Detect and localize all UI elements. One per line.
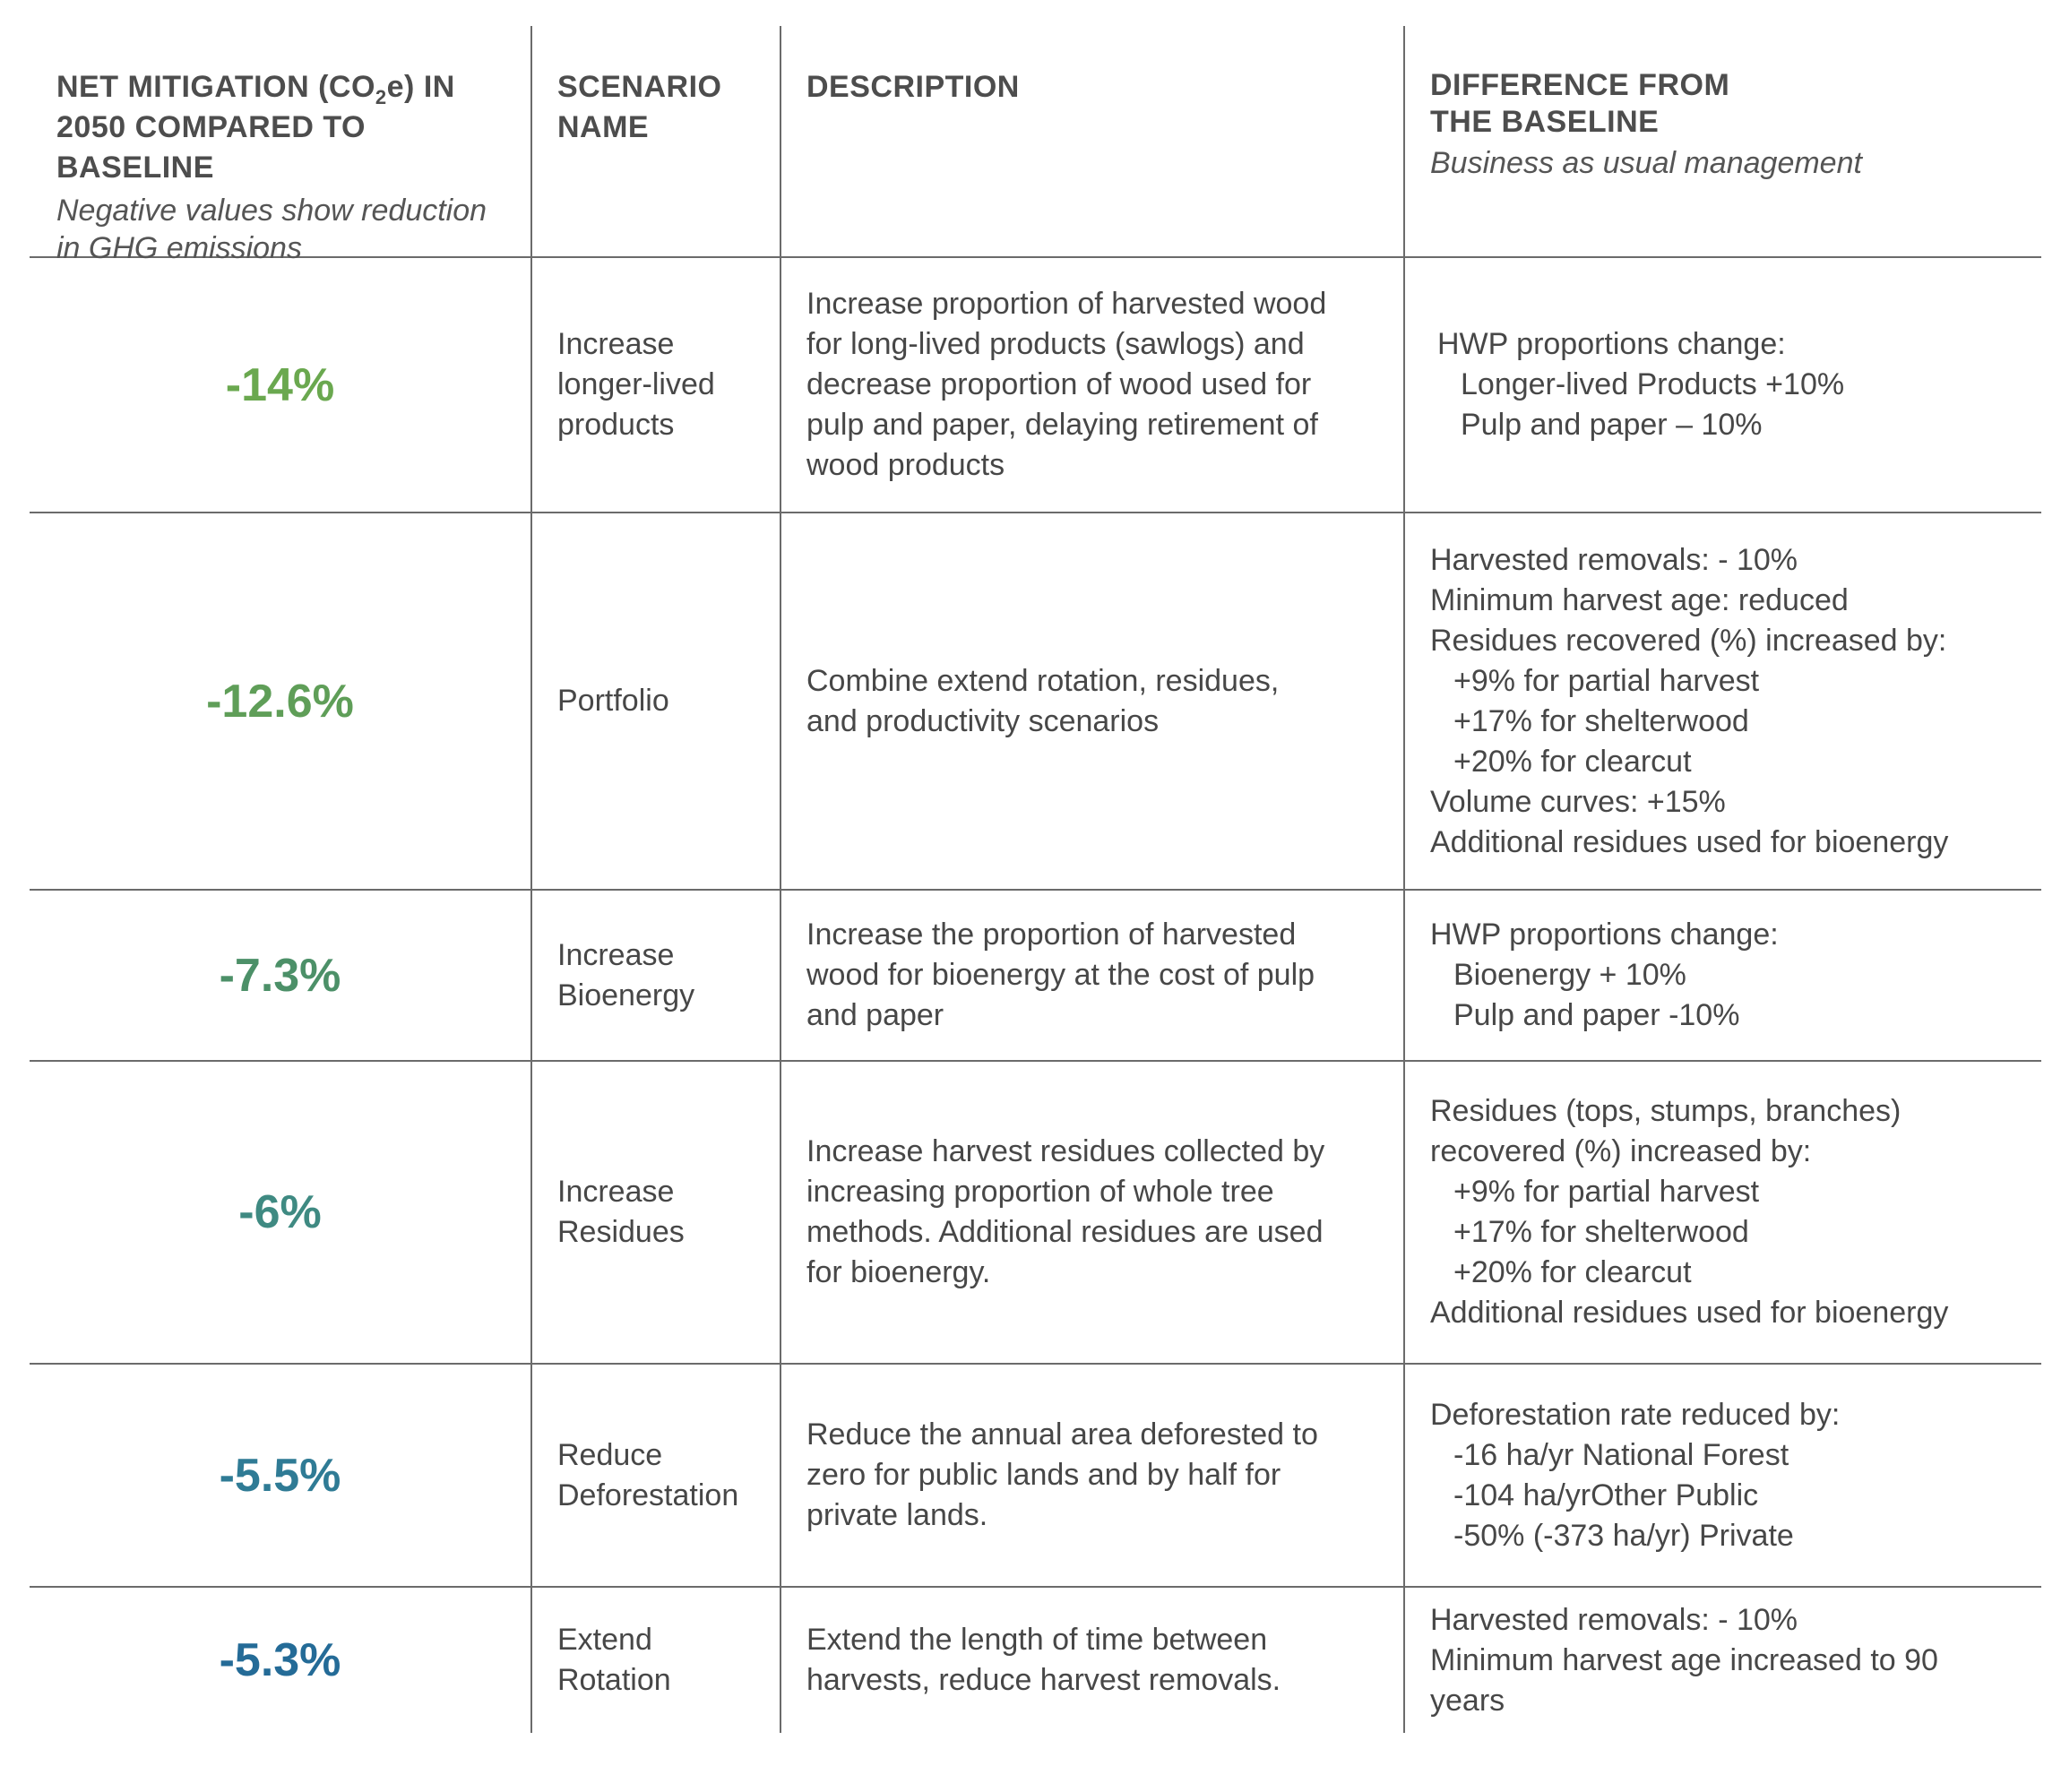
- scenario-description: Increase harvest residues collected by i…: [806, 1134, 1325, 1289]
- header-description-title: DESCRIPTION: [806, 70, 1020, 104]
- difference-line: HWP proportions change:: [1437, 327, 1786, 361]
- net-mitigation-value: -14%: [225, 358, 335, 411]
- baseline-difference: HWP proportions change: Bioenergy + 10% …: [1430, 891, 2048, 1060]
- scenario-description: Reduce the annual area deforested to zer…: [806, 1417, 1318, 1532]
- difference-line: Residues (tops, stumps, branches): [1430, 1094, 1901, 1128]
- difference-line: +20% for clearcut: [1453, 1255, 1692, 1289]
- difference-line: Pulp and paper – 10%: [1461, 408, 1763, 442]
- difference-line: Minimum harvest age: reduced: [1430, 582, 1849, 617]
- scenario-description: Extend the length of time between harves…: [806, 1623, 1281, 1697]
- difference-line: +17% for shelterwood: [1453, 1215, 1749, 1249]
- difference-line: recovered (%) increased by:: [1430, 1134, 1812, 1168]
- header-difference-title: DIFFERENCE FROM THE BASELINE: [1430, 68, 1730, 139]
- scenario-name: Increase Bioenergy: [557, 937, 695, 1012]
- header-scenario-name-title: SCENARIO NAME: [557, 70, 722, 144]
- difference-line: +20% for clearcut: [1453, 744, 1692, 779]
- difference-line: Pulp and paper -10%: [1453, 998, 1740, 1032]
- header-difference: DIFFERENCE FROM THE BASELINE Business as…: [1430, 67, 2039, 182]
- difference-line: Longer-lived Products +10%: [1461, 367, 1845, 401]
- row-divider: [30, 889, 2041, 891]
- scenario-name: Increase longer-lived products: [557, 327, 715, 442]
- scenario-description: Increase proportion of harvested wood fo…: [806, 287, 1327, 482]
- net-mitigation-value: -7.3%: [219, 949, 341, 1002]
- row-divider: [30, 1363, 2041, 1365]
- scenario-name: Reduce Deforestation: [557, 1437, 739, 1512]
- baseline-difference: Harvested removals: - 10% Minimum harves…: [1430, 513, 2048, 889]
- scenario-name: Extend Rotation: [557, 1623, 671, 1697]
- difference-line: +9% for partial harvest: [1453, 1175, 1760, 1209]
- header-difference-subtitle: Business as usual management: [1430, 146, 1862, 180]
- baseline-difference: Harvested removals: - 10% Minimum harves…: [1430, 1588, 2048, 1733]
- column-divider: [780, 26, 781, 1733]
- net-mitigation-value: -5.5%: [219, 1449, 341, 1502]
- column-divider: [1403, 26, 1405, 1733]
- row-divider: [30, 256, 2041, 258]
- difference-line: years: [1430, 1683, 1505, 1718]
- baseline-difference: HWP proportions change: Longer-lived Pro…: [1437, 258, 2047, 512]
- difference-line: Deforestation rate reduced by:: [1430, 1397, 1841, 1432]
- header-scenario-name: SCENARIO NAME: [557, 67, 772, 148]
- difference-line: Volume curves: +15%: [1430, 784, 1726, 819]
- baseline-difference: Residues (tops, stumps, branches) recove…: [1430, 1062, 2048, 1363]
- header-description: DESCRIPTION: [806, 67, 1380, 108]
- difference-line: -104 ha/yrOther Public: [1453, 1478, 1759, 1512]
- net-mitigation-value: -12.6%: [206, 675, 354, 728]
- header-net-mitigation: NET MITIGATION (CO2e) IN 2050 COMPARED T…: [56, 67, 522, 267]
- difference-line: Harvested removals: - 10%: [1430, 542, 1798, 577]
- column-divider: [530, 26, 532, 1733]
- row-divider: [30, 512, 2041, 513]
- difference-line: HWP proportions change:: [1430, 918, 1779, 952]
- difference-line: Harvested removals: - 10%: [1430, 1602, 1798, 1637]
- scenario-name: Portfolio: [557, 684, 669, 718]
- scenario-description: Increase the proportion of harvested woo…: [806, 918, 1315, 1032]
- net-mitigation-value: -6%: [238, 1186, 322, 1238]
- difference-line: +9% for partial harvest: [1453, 663, 1760, 698]
- difference-line: +17% for shelterwood: [1453, 703, 1749, 738]
- difference-line: -50% (-373 ha/yr) Private: [1453, 1518, 1794, 1553]
- net-mitigation-value: -5.3%: [219, 1634, 341, 1686]
- difference-line: Additional residues used for bioenergy: [1430, 1296, 1949, 1330]
- difference-line: -16 ha/yr National Forest: [1453, 1437, 1789, 1472]
- row-divider: [30, 1586, 2041, 1588]
- row-divider: [30, 1060, 2041, 1062]
- header-net-mitigation-subtitle: Negative values show reduction in GHG em…: [56, 194, 487, 265]
- scenario-name: Increase Residues: [557, 1175, 685, 1249]
- difference-line: Minimum harvest age increased to 90: [1430, 1642, 1938, 1677]
- baseline-difference: Deforestation rate reduced by: -16 ha/yr…: [1430, 1365, 2048, 1586]
- difference-line: Additional residues used for bioenergy: [1430, 824, 1949, 859]
- difference-line: Residues recovered (%) increased by:: [1430, 623, 1947, 658]
- scenario-description: Combine extend rotation, residues, and p…: [806, 663, 1280, 738]
- difference-line: Bioenergy + 10%: [1453, 958, 1686, 992]
- header-net-mitigation-title: NET MITIGATION (CO2e) IN 2050 COMPARED T…: [56, 70, 455, 185]
